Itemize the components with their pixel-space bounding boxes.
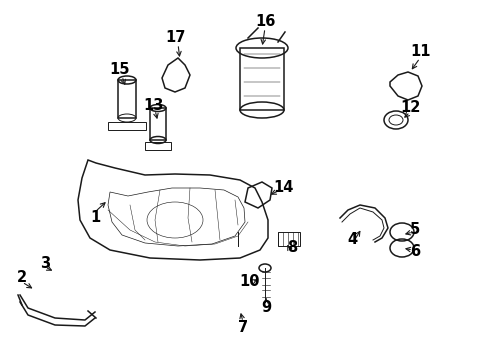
Text: 4: 4 xyxy=(347,233,357,248)
Text: 2: 2 xyxy=(17,270,27,285)
Text: 8: 8 xyxy=(287,240,297,256)
Text: 3: 3 xyxy=(40,256,50,270)
Bar xyxy=(278,232,300,246)
Bar xyxy=(150,108,166,140)
Text: 14: 14 xyxy=(273,180,293,195)
Text: 16: 16 xyxy=(255,14,275,30)
Text: 6: 6 xyxy=(410,244,420,260)
Bar xyxy=(240,48,284,110)
Text: 11: 11 xyxy=(411,45,431,59)
Text: 17: 17 xyxy=(165,31,185,45)
Text: 5: 5 xyxy=(410,222,420,238)
Text: 7: 7 xyxy=(238,320,248,336)
Bar xyxy=(118,80,136,118)
Text: 13: 13 xyxy=(143,98,163,112)
Text: 9: 9 xyxy=(261,301,271,315)
Text: 12: 12 xyxy=(400,100,420,116)
Text: 10: 10 xyxy=(240,274,260,289)
Text: 1: 1 xyxy=(90,211,100,225)
Text: 15: 15 xyxy=(110,63,130,77)
